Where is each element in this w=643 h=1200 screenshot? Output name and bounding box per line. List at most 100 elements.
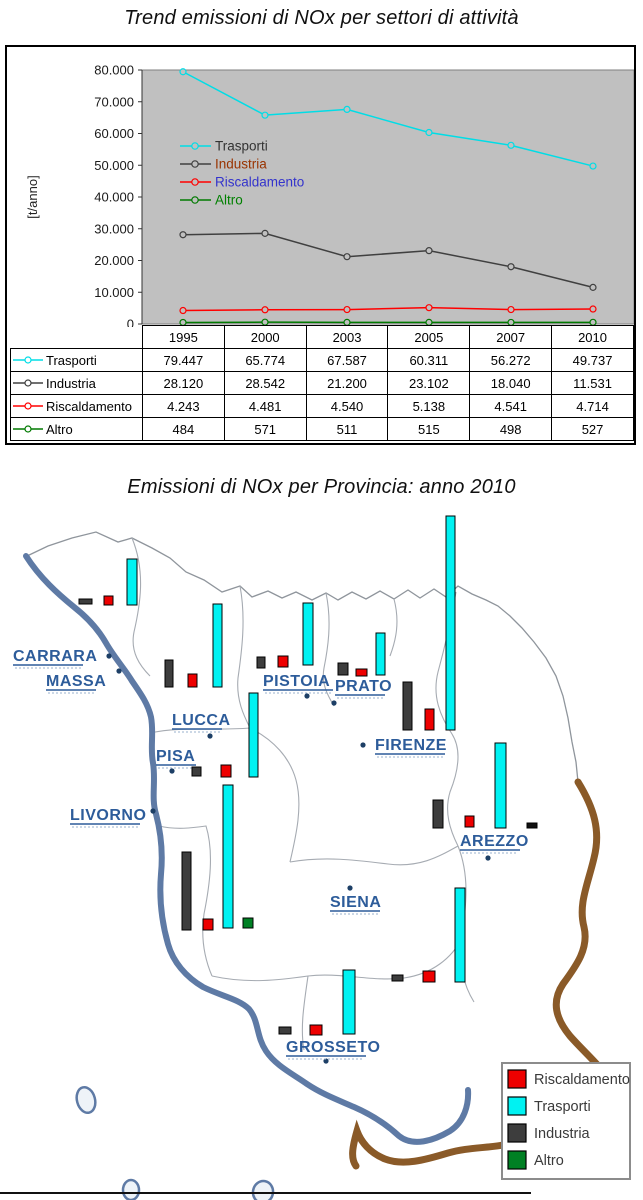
series-label-cell: Industria — [10, 371, 143, 395]
map-legend-swatch-altro — [507, 1150, 527, 1170]
y-tick-label: 60.000 — [94, 126, 134, 141]
chart-data-table: 1995 2000 2003 2005 2007 2010 Trasporti 79.447 6… — [10, 325, 634, 441]
province-border — [131, 537, 151, 677]
series-marker-icon — [13, 379, 43, 387]
province-label-livorno: LIVORNO — [70, 807, 146, 824]
map-bar-siena-trasporti — [454, 887, 466, 983]
legend-marker — [191, 178, 199, 186]
data-point-riscaldamento — [343, 305, 351, 314]
legend-label-trasporti: Trasporti — [215, 139, 268, 154]
data-point-industria — [261, 229, 269, 237]
series-line-industria — [182, 232, 594, 289]
province-border — [435, 591, 459, 847]
trend-line-chart: 0 10.000 20.000 30.000 40.000 50.000 60.000 70.… — [25, 63, 634, 328]
y-tick-label: 0 — [127, 317, 134, 328]
map-bar-arezzo-altro — [526, 822, 538, 829]
tuscany-map: CARRARA MASSA LUCCA PISTOIA PRATO FIRENZE PISA… — [13, 515, 631, 1200]
series-marker-icon — [13, 356, 43, 364]
legend-label-riscaldamento: Riscaldamento — [215, 175, 304, 190]
province-dot-pistoia — [304, 693, 310, 699]
year-header-cell: 2010 — [551, 325, 634, 349]
legend-marker — [191, 196, 199, 204]
province-border — [158, 825, 213, 977]
map-bar-grosseto-industria — [278, 1026, 292, 1035]
series-name: Industria — [46, 375, 96, 391]
province-border — [301, 975, 309, 1051]
value-cell: 4.540 — [305, 394, 389, 418]
marker-circle — [24, 425, 32, 433]
map-bar-lucca-trasporti — [212, 603, 223, 688]
value-cell: 4.243 — [141, 394, 225, 418]
data-point-industria — [589, 283, 597, 291]
map-bar-massa-carrara-riscaldamento — [103, 595, 114, 606]
province-dot-siena — [347, 885, 353, 891]
map-bar-arezzo-riscaldamento — [464, 815, 475, 828]
province-dot-prato — [331, 700, 337, 706]
province-dot-arezzo — [485, 855, 491, 861]
map-legend-label-altro: Altro — [534, 1153, 564, 1169]
plot-area — [141, 69, 634, 325]
table-row-riscaldamento: Riscaldamento 4.243 4.481 4.540 5.138 4.541 4.… — [10, 394, 634, 418]
series-name: Trasporti — [46, 352, 97, 368]
y-tick-label: 40.000 — [94, 190, 134, 205]
province-border — [249, 727, 300, 863]
value-cell: 65.774 — [223, 348, 307, 372]
province-label-massa-carrara: CARRARA — [13, 648, 97, 665]
map-bar-lucca-riscaldamento — [187, 673, 198, 688]
value-cell: 49.737 — [551, 348, 634, 372]
map-legend-swatch-industria — [507, 1123, 527, 1143]
map-bar-firenze-riscaldamento — [424, 708, 435, 731]
map-bar-firenze-trasporti — [445, 515, 456, 731]
coastline — [23, 553, 472, 1145]
province-label-grosseto: GROSSETO — [286, 1039, 380, 1056]
value-cell: 4.714 — [551, 394, 634, 418]
marker-circle — [24, 402, 32, 410]
province-border — [322, 592, 335, 707]
y-tick-label: 30.000 — [94, 221, 134, 236]
y-tick-label: 50.000 — [94, 158, 134, 173]
island — [121, 1178, 141, 1200]
series-line-trasporti — [182, 71, 594, 167]
value-cell: 18.040 — [469, 371, 553, 395]
island — [251, 1179, 275, 1200]
value-cell: 67.587 — [305, 348, 389, 372]
bottom-rule — [0, 1192, 531, 1194]
marker-circle — [24, 356, 32, 364]
data-point-riscaldamento — [425, 304, 433, 312]
legend-label-altro: Altro — [215, 193, 243, 208]
value-cell: 484 — [141, 417, 225, 441]
map-bar-prato-riscaldamento — [355, 668, 368, 677]
map-legend-label-riscaldamento: Riscaldamento — [534, 1072, 630, 1088]
value-cell: 21.200 — [305, 371, 389, 395]
y-tick-label: 70.000 — [94, 94, 134, 109]
map-bar-lucca-industria — [164, 659, 174, 688]
province-border — [289, 845, 459, 866]
year-header-cell: 2003 — [305, 325, 389, 349]
series-label-cell: Riscaldamento — [10, 394, 143, 418]
legend-marker — [191, 160, 199, 168]
province-dot-lucca — [207, 733, 213, 739]
map-bar-pistoia-trasporti — [302, 602, 314, 666]
data-point-industria — [343, 253, 351, 261]
map-bar-arezzo-trasporti — [494, 742, 507, 829]
value-cell: 4.481 — [223, 394, 307, 418]
province-dot-firenze — [360, 742, 366, 748]
value-cell: 23.102 — [387, 371, 471, 395]
trend-chart-frame: 0 10.000 20.000 30.000 40.000 50.000 60.000 70.… — [5, 45, 636, 445]
data-point-trasporti — [507, 141, 515, 149]
province-dot-massa-carrara — [116, 668, 122, 674]
year-header-cell: 2000 — [223, 325, 307, 349]
province-dot-livorno — [150, 808, 156, 814]
map-title: Emissioni di NOx per Provincia: anno 201… — [127, 476, 516, 498]
value-cell: 527 — [551, 417, 634, 441]
province-label-pisa: PISA — [156, 748, 195, 765]
y-tick-label: 10.000 — [94, 285, 134, 300]
map-legend-swatch-riscaldamento — [507, 1069, 527, 1089]
legend-label-industria: Industria — [215, 157, 267, 172]
value-cell: 511 — [305, 417, 389, 441]
map-bar-grosseto-trasporti — [342, 969, 356, 1035]
data-point-trasporti — [179, 68, 187, 76]
map-bar-prato-industria — [337, 662, 349, 676]
data-point-trasporti — [343, 105, 351, 114]
value-cell: 571 — [223, 417, 307, 441]
